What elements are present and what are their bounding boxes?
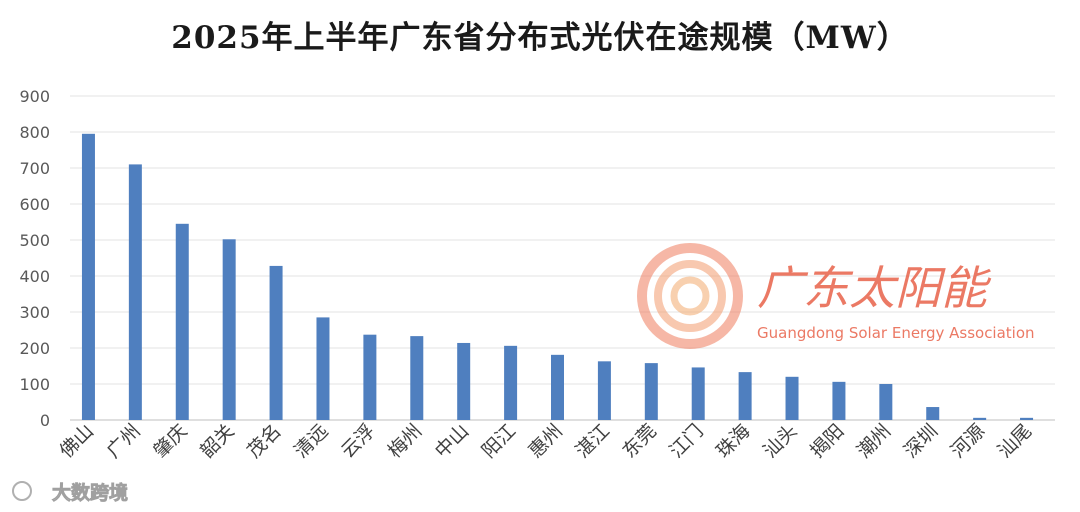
x-tick-label: 汕头 — [759, 420, 801, 462]
x-tick-label: 佛山 — [56, 420, 98, 462]
x-tick-label: 东莞 — [618, 420, 660, 462]
corner-watermark-text: 大数跨境 — [52, 481, 128, 504]
x-tick-label: 江门 — [665, 420, 707, 462]
y-tick-label: 300 — [19, 303, 50, 322]
y-tick-label: 100 — [19, 375, 50, 394]
bar — [1020, 417, 1034, 420]
x-tick-label: 韶关 — [196, 420, 238, 462]
chart-title: 2025年上半年广东省分布式光伏在途规模（MW） — [171, 20, 909, 56]
bar — [269, 265, 283, 420]
x-tick-label: 阳江 — [478, 420, 520, 462]
bar — [785, 376, 799, 420]
bar — [504, 345, 518, 420]
x-tick-label: 肇庆 — [149, 420, 191, 462]
bar — [81, 133, 95, 421]
x-tick-label: 汕尾 — [994, 420, 1036, 462]
x-tick-label: 湛江 — [572, 420, 614, 462]
x-tick-label: 茂名 — [243, 420, 285, 462]
bar — [410, 336, 424, 420]
bar — [738, 372, 752, 420]
x-tick-label: 清远 — [290, 420, 332, 462]
y-tick-label: 500 — [19, 231, 50, 250]
watermark-logo: 广东太阳能 Guangdong Solar Energy Association — [637, 243, 1035, 349]
x-tick-label: 中山 — [431, 420, 473, 462]
x-axis: 佛山 广州 肇庆 韶关 茂名 清远 云浮 梅州 中山 阳江 惠州 湛江 东莞 江门 珠海 汕头 揭阳 潮州 深圳 河源… — [56, 420, 1037, 462]
x-tick-label: 梅州 — [384, 420, 426, 462]
y-tick-label: 900 — [19, 87, 50, 106]
bar — [879, 384, 893, 420]
bar — [363, 334, 377, 420]
bar — [175, 223, 189, 420]
bar — [973, 417, 987, 420]
bar — [644, 363, 658, 420]
y-axis: 0 100 200 300 400 500 600 700 800 900 — [19, 87, 50, 430]
y-tick-label: 400 — [19, 267, 50, 286]
y-tick-label: 600 — [19, 195, 50, 214]
x-tick-label: 云浮 — [337, 420, 379, 462]
swirl-logo-icon — [637, 243, 743, 349]
x-tick-label: 广州 — [102, 420, 144, 462]
y-tick-label: 700 — [19, 159, 50, 178]
bar — [597, 361, 611, 420]
bar — [128, 164, 142, 420]
x-tick-label: 深圳 — [900, 420, 942, 462]
bar — [926, 407, 940, 420]
y-tick-label: 0 — [40, 411, 50, 430]
y-tick-label: 800 — [19, 123, 50, 142]
watermark-chinese-text: 广东太阳能 — [757, 261, 992, 315]
bar — [316, 317, 330, 420]
bars — [81, 133, 1034, 421]
x-tick-label: 惠州 — [525, 420, 567, 462]
watermark-english-text: Guangdong Solar Energy Association — [757, 324, 1035, 342]
x-tick-label: 河源 — [947, 420, 989, 462]
x-tick-label: 潮州 — [853, 420, 895, 462]
corner-watermark: 大数跨境 — [12, 481, 128, 504]
bar — [551, 354, 564, 420]
corner-logo-icon — [12, 481, 32, 501]
bar — [457, 342, 471, 420]
bar — [691, 367, 705, 420]
bar — [222, 239, 236, 420]
y-tick-label: 200 — [19, 339, 50, 358]
x-tick-label: 珠海 — [712, 420, 754, 462]
bar — [832, 381, 846, 420]
x-tick-label: 揭阳 — [806, 420, 848, 462]
